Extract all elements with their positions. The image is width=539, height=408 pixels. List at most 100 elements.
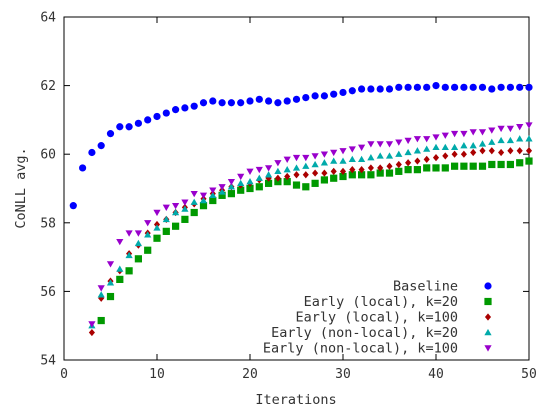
data-point xyxy=(302,94,310,102)
legend-marker xyxy=(484,313,492,321)
data-point xyxy=(153,209,161,217)
data-point xyxy=(413,147,421,154)
data-point xyxy=(209,97,217,105)
data-point xyxy=(367,85,375,93)
data-point xyxy=(469,142,477,149)
data-point xyxy=(525,147,533,155)
data-point xyxy=(460,162,468,170)
legend-marker xyxy=(484,328,492,336)
data-point xyxy=(525,83,533,91)
data-point xyxy=(506,160,514,169)
data-point xyxy=(311,153,319,160)
data-point xyxy=(497,136,505,144)
legend-label: Early (non-local), k=20 xyxy=(271,325,458,341)
data-point xyxy=(395,160,402,169)
data-point xyxy=(125,267,133,275)
data-point xyxy=(312,169,319,177)
data-point xyxy=(237,186,245,194)
data-point xyxy=(106,292,115,301)
data-point xyxy=(348,146,356,153)
x-tick-label: 10 xyxy=(149,367,165,382)
data-point xyxy=(414,157,421,165)
data-point xyxy=(432,82,440,90)
data-point xyxy=(423,145,431,152)
data-point xyxy=(106,279,115,286)
data-point xyxy=(488,85,496,93)
data-point xyxy=(283,97,291,105)
data-point xyxy=(349,166,356,174)
data-point xyxy=(385,152,394,159)
data-point xyxy=(181,104,189,112)
x-tick-label: 50 xyxy=(521,367,537,382)
data-point xyxy=(302,171,309,179)
data-point xyxy=(116,275,124,283)
data-point xyxy=(441,164,449,172)
data-point xyxy=(358,166,365,174)
data-point xyxy=(469,83,477,91)
data-point xyxy=(116,238,124,246)
data-point xyxy=(469,162,477,170)
data-point xyxy=(274,160,282,167)
data-point xyxy=(283,178,291,186)
data-point xyxy=(516,159,524,167)
data-point xyxy=(153,112,161,121)
data-point xyxy=(199,196,208,204)
data-point xyxy=(330,149,338,157)
data-point xyxy=(106,130,115,138)
data-point xyxy=(432,154,440,162)
data-point xyxy=(423,155,430,163)
data-point xyxy=(367,171,375,179)
data-point xyxy=(172,208,180,216)
data-point xyxy=(395,150,403,157)
data-point xyxy=(209,196,217,205)
data-point xyxy=(385,141,394,148)
data-point xyxy=(376,141,384,148)
data-point xyxy=(460,83,468,91)
data-point xyxy=(385,169,394,177)
data-point xyxy=(134,119,142,127)
data-point xyxy=(106,261,115,268)
data-point xyxy=(525,157,533,165)
data-point xyxy=(358,155,366,163)
data-point xyxy=(386,162,393,170)
x-tick-label: 30 xyxy=(335,367,351,382)
data-point xyxy=(302,162,310,169)
data-point xyxy=(451,130,459,138)
data-point xyxy=(209,187,217,194)
legend-label: Early (non-local), k=100 xyxy=(263,341,458,357)
data-point xyxy=(320,159,328,166)
y-tick-label: 58 xyxy=(40,216,56,231)
data-point xyxy=(423,83,431,91)
data-point xyxy=(441,143,449,151)
x-tick-labels: 0 10 20 30 40 50 xyxy=(60,367,537,382)
data-point xyxy=(395,83,403,91)
plot-frame xyxy=(63,16,530,361)
data-point xyxy=(497,83,505,91)
data-point xyxy=(218,99,226,107)
data-point xyxy=(227,178,235,186)
data-point xyxy=(144,116,152,124)
data-point xyxy=(116,123,124,131)
data-point xyxy=(385,85,394,93)
data-point xyxy=(218,184,226,191)
data-point xyxy=(320,92,328,100)
data-point xyxy=(162,215,170,223)
data-point xyxy=(395,167,403,175)
data-point xyxy=(246,97,254,105)
data-point xyxy=(413,136,421,143)
data-point xyxy=(516,83,524,91)
data-point xyxy=(321,169,328,177)
y-tick-label: 64 xyxy=(40,11,56,26)
data-point xyxy=(432,134,440,141)
data-point xyxy=(469,129,477,136)
data-point xyxy=(153,224,161,231)
data-point xyxy=(97,285,105,292)
x-tick-label: 0 xyxy=(60,367,68,382)
data-point xyxy=(525,135,533,142)
y-tick-label: 56 xyxy=(40,285,56,300)
data-point xyxy=(255,174,263,181)
data-point xyxy=(172,106,180,114)
data-point xyxy=(516,147,523,155)
data-points xyxy=(69,82,533,337)
